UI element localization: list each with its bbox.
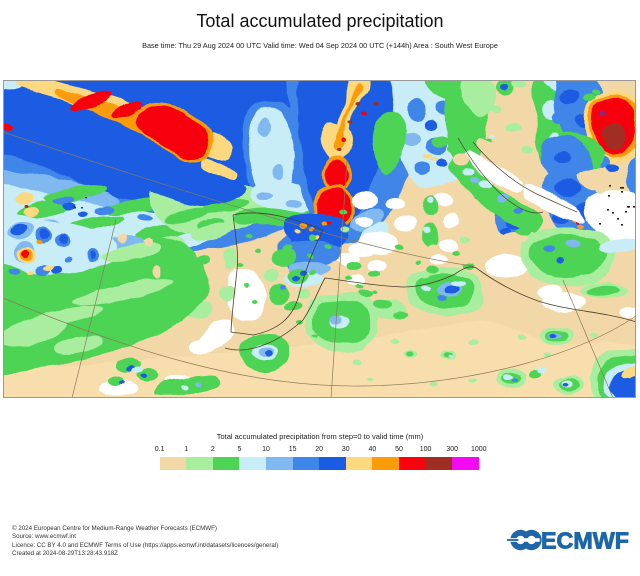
- svg-text:ECMWF: ECMWF: [541, 528, 629, 554]
